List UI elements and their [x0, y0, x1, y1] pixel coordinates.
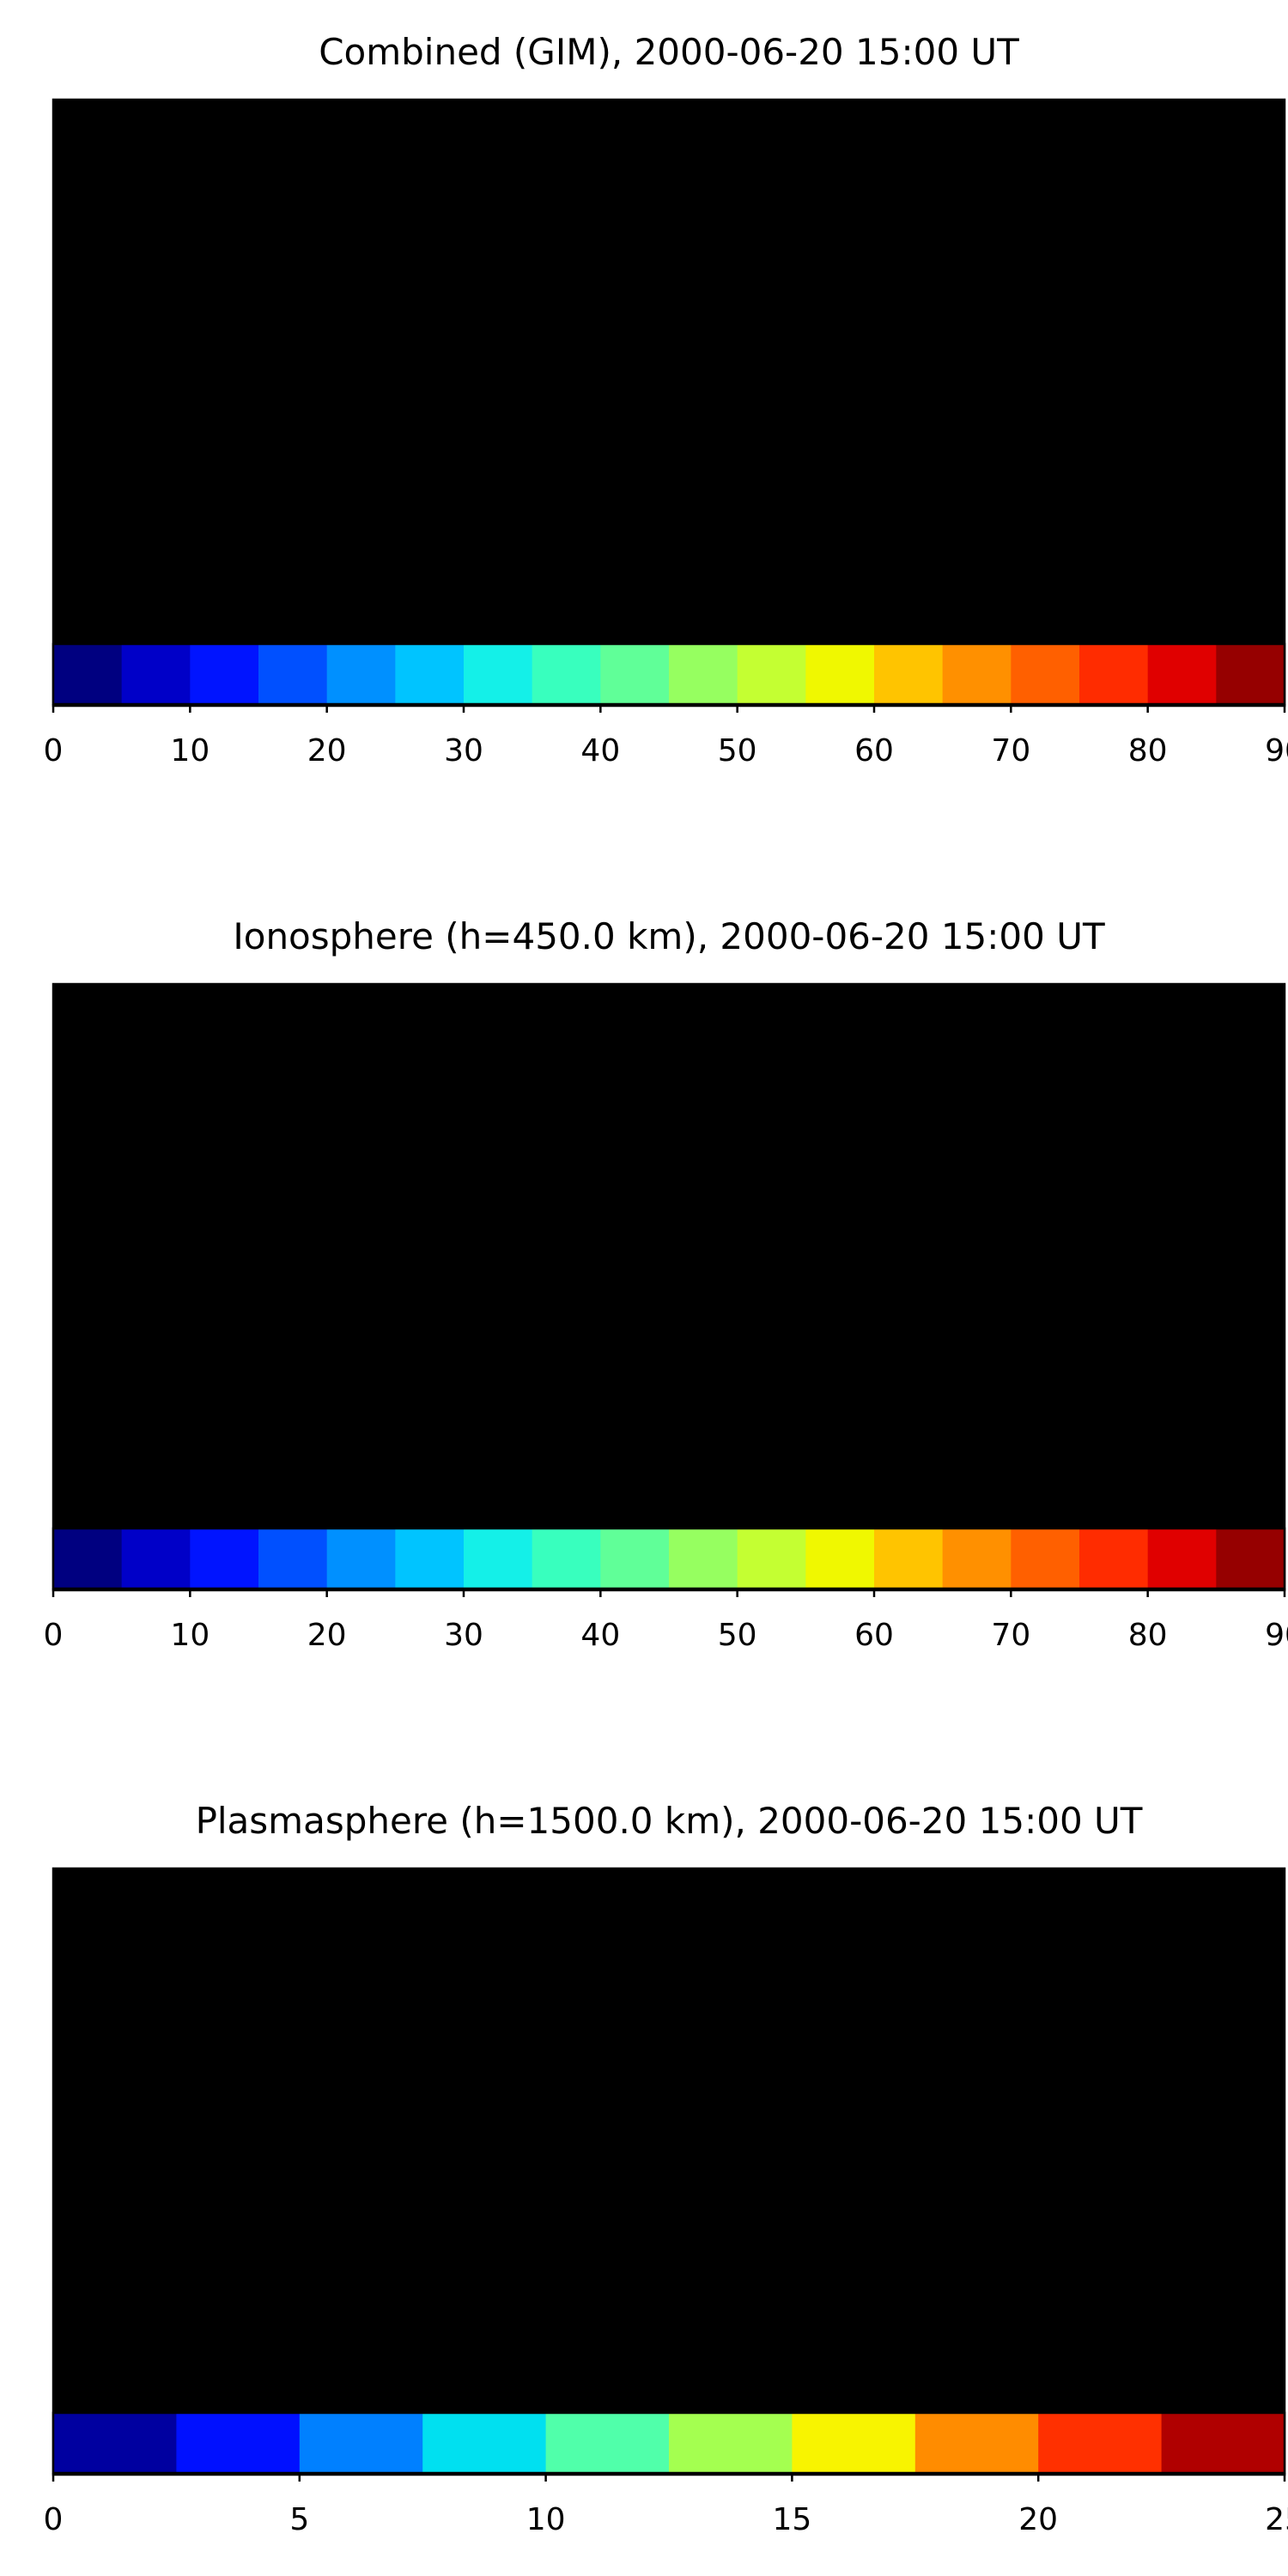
- colorbar-segment: [669, 2413, 793, 2473]
- chart-panel: Ionosphere (h=450.0 km), 2000-06-20 15:0…: [44, 915, 1288, 1653]
- colorbar-segment: [395, 644, 465, 704]
- colorbar-segment: [1147, 1528, 1217, 1589]
- coastline: [53, 1008, 1285, 1590]
- colorbar-tick-label: 0: [44, 733, 64, 769]
- colorbar-tick-label: 40: [580, 733, 620, 769]
- colorbar-segment: [258, 644, 328, 704]
- colorbar-segment: [1011, 1528, 1080, 1589]
- chart-title: Plasmasphere (h=1500.0 km), 2000-06-20 1…: [196, 1800, 1143, 1842]
- colorbar-segment: [326, 644, 396, 704]
- map-field: [53, 100, 1285, 706]
- colorbar-segment: [464, 644, 533, 704]
- colorbar-tick-label: 0: [44, 2502, 64, 2537]
- colorbar-tick-label: 0: [44, 1618, 64, 1653]
- colorbar-tick-label: 10: [170, 733, 210, 769]
- colorbar-tick-label: 15: [772, 2502, 811, 2537]
- colorbar-segment: [1079, 644, 1149, 704]
- colorbar-tick-label: 20: [307, 1618, 347, 1653]
- colorbar-tick-label: 10: [526, 2502, 566, 2537]
- colorbar-segment: [874, 644, 944, 704]
- colorbar-segment: [669, 1528, 738, 1589]
- colorbar-segment: [874, 1528, 944, 1589]
- colorbar-segment: [395, 1528, 465, 1589]
- colorbar-tick-label: 90: [1265, 733, 1288, 769]
- colorbar-segment: [121, 1528, 191, 1589]
- colorbar-tick-label: 30: [444, 1618, 483, 1653]
- colorbar-segment: [464, 1528, 533, 1589]
- colorbar-segment: [532, 644, 601, 704]
- colorbar-segment: [422, 2413, 547, 2473]
- coastline: [53, 124, 1285, 706]
- colorbar-tick-label: 20: [1018, 2502, 1058, 2537]
- map-field: [53, 1868, 1285, 2475]
- colorbar-segment: [53, 1528, 123, 1589]
- colorbar-segment: [258, 1528, 328, 1589]
- colorbar-tick-label: 30: [444, 733, 483, 769]
- colorbar-segment: [545, 2413, 670, 2473]
- colorbar-tick-label: 5: [289, 2502, 309, 2537]
- colorbar-segment: [737, 1528, 806, 1589]
- colorbar-tick-label: 40: [580, 1618, 620, 1653]
- colorbar-frame: [52, 1527, 1286, 1590]
- colorbar-tick-label: 50: [718, 733, 757, 769]
- colorbar-segment: [942, 644, 1012, 704]
- colorbar-segment: [600, 1528, 670, 1589]
- colorbar-segment: [805, 1528, 875, 1589]
- colorbar-segment: [299, 2413, 423, 2473]
- map-frame: [52, 982, 1286, 1592]
- chart-panel: Plasmasphere (h=1500.0 km), 2000-06-20 1…: [44, 1800, 1288, 2537]
- colorbar-tick-label: 80: [1128, 733, 1168, 769]
- colorbar-tick-label: 70: [991, 1618, 1030, 1653]
- colorbar-tick-label: 10: [170, 1618, 210, 1653]
- colorbar-segment: [805, 644, 875, 704]
- colorbar-segment: [942, 1528, 1012, 1589]
- colorbar-tick-label: 90: [1265, 1618, 1288, 1653]
- colorbar: 0 10 20 30 40 50 60 70 80 90: [44, 642, 1288, 769]
- colorbar-segment: [1038, 2413, 1163, 2473]
- colorbar: 0 5 10 15 20 25: [44, 2411, 1288, 2537]
- colorbar-segment: [121, 644, 191, 704]
- coastline: [53, 1893, 1285, 2475]
- colorbar-tick-label: 70: [991, 733, 1030, 769]
- colorbar-tick-label: 20: [307, 733, 347, 769]
- colorbar-segment: [190, 1528, 259, 1589]
- map-frame: [52, 1867, 1286, 2476]
- map-field: [53, 984, 1285, 1590]
- colorbar-tick-label: 80: [1128, 1618, 1168, 1653]
- colorbar-segment: [53, 2413, 177, 2473]
- colorbar: 0 10 20 30 40 50 60 70 80 90: [44, 1527, 1288, 1653]
- colorbar-segment: [532, 1528, 601, 1589]
- colorbar-segment: [1216, 1528, 1285, 1589]
- chart-title: Combined (GIM), 2000-06-20 15:00 UT: [319, 31, 1019, 73]
- colorbar-segment: [190, 644, 259, 704]
- colorbar-frame: [52, 642, 1286, 706]
- chart-title: Ionosphere (h=450.0 km), 2000-06-20 15:0…: [233, 915, 1105, 957]
- colorbar-segment: [914, 2413, 1039, 2473]
- colorbar-segment: [1011, 644, 1080, 704]
- colorbar-segment: [1161, 2413, 1285, 2473]
- colorbar-tick-label: 25: [1265, 2502, 1288, 2537]
- colorbar-segment: [792, 2413, 916, 2473]
- colorbar-segment: [600, 644, 670, 704]
- colorbar-segment: [1079, 1528, 1149, 1589]
- colorbar-segment: [1147, 644, 1217, 704]
- colorbar-frame: [52, 2411, 1286, 2475]
- colorbar-segment: [326, 1528, 396, 1589]
- colorbar-segment: [669, 644, 738, 704]
- colorbar-tick-label: 50: [718, 1618, 757, 1653]
- colorbar-segment: [737, 644, 806, 704]
- colorbar-segment: [176, 2413, 301, 2473]
- map-frame: [52, 98, 1286, 708]
- colorbar-tick-label: 60: [854, 1618, 894, 1653]
- colorbar-tick-label: 60: [854, 733, 894, 769]
- colorbar-segment: [1216, 644, 1285, 704]
- chart-panel: Combined (GIM), 2000-06-20 15:00 UT 0 10 20…: [44, 31, 1288, 769]
- colorbar-segment: [53, 644, 123, 704]
